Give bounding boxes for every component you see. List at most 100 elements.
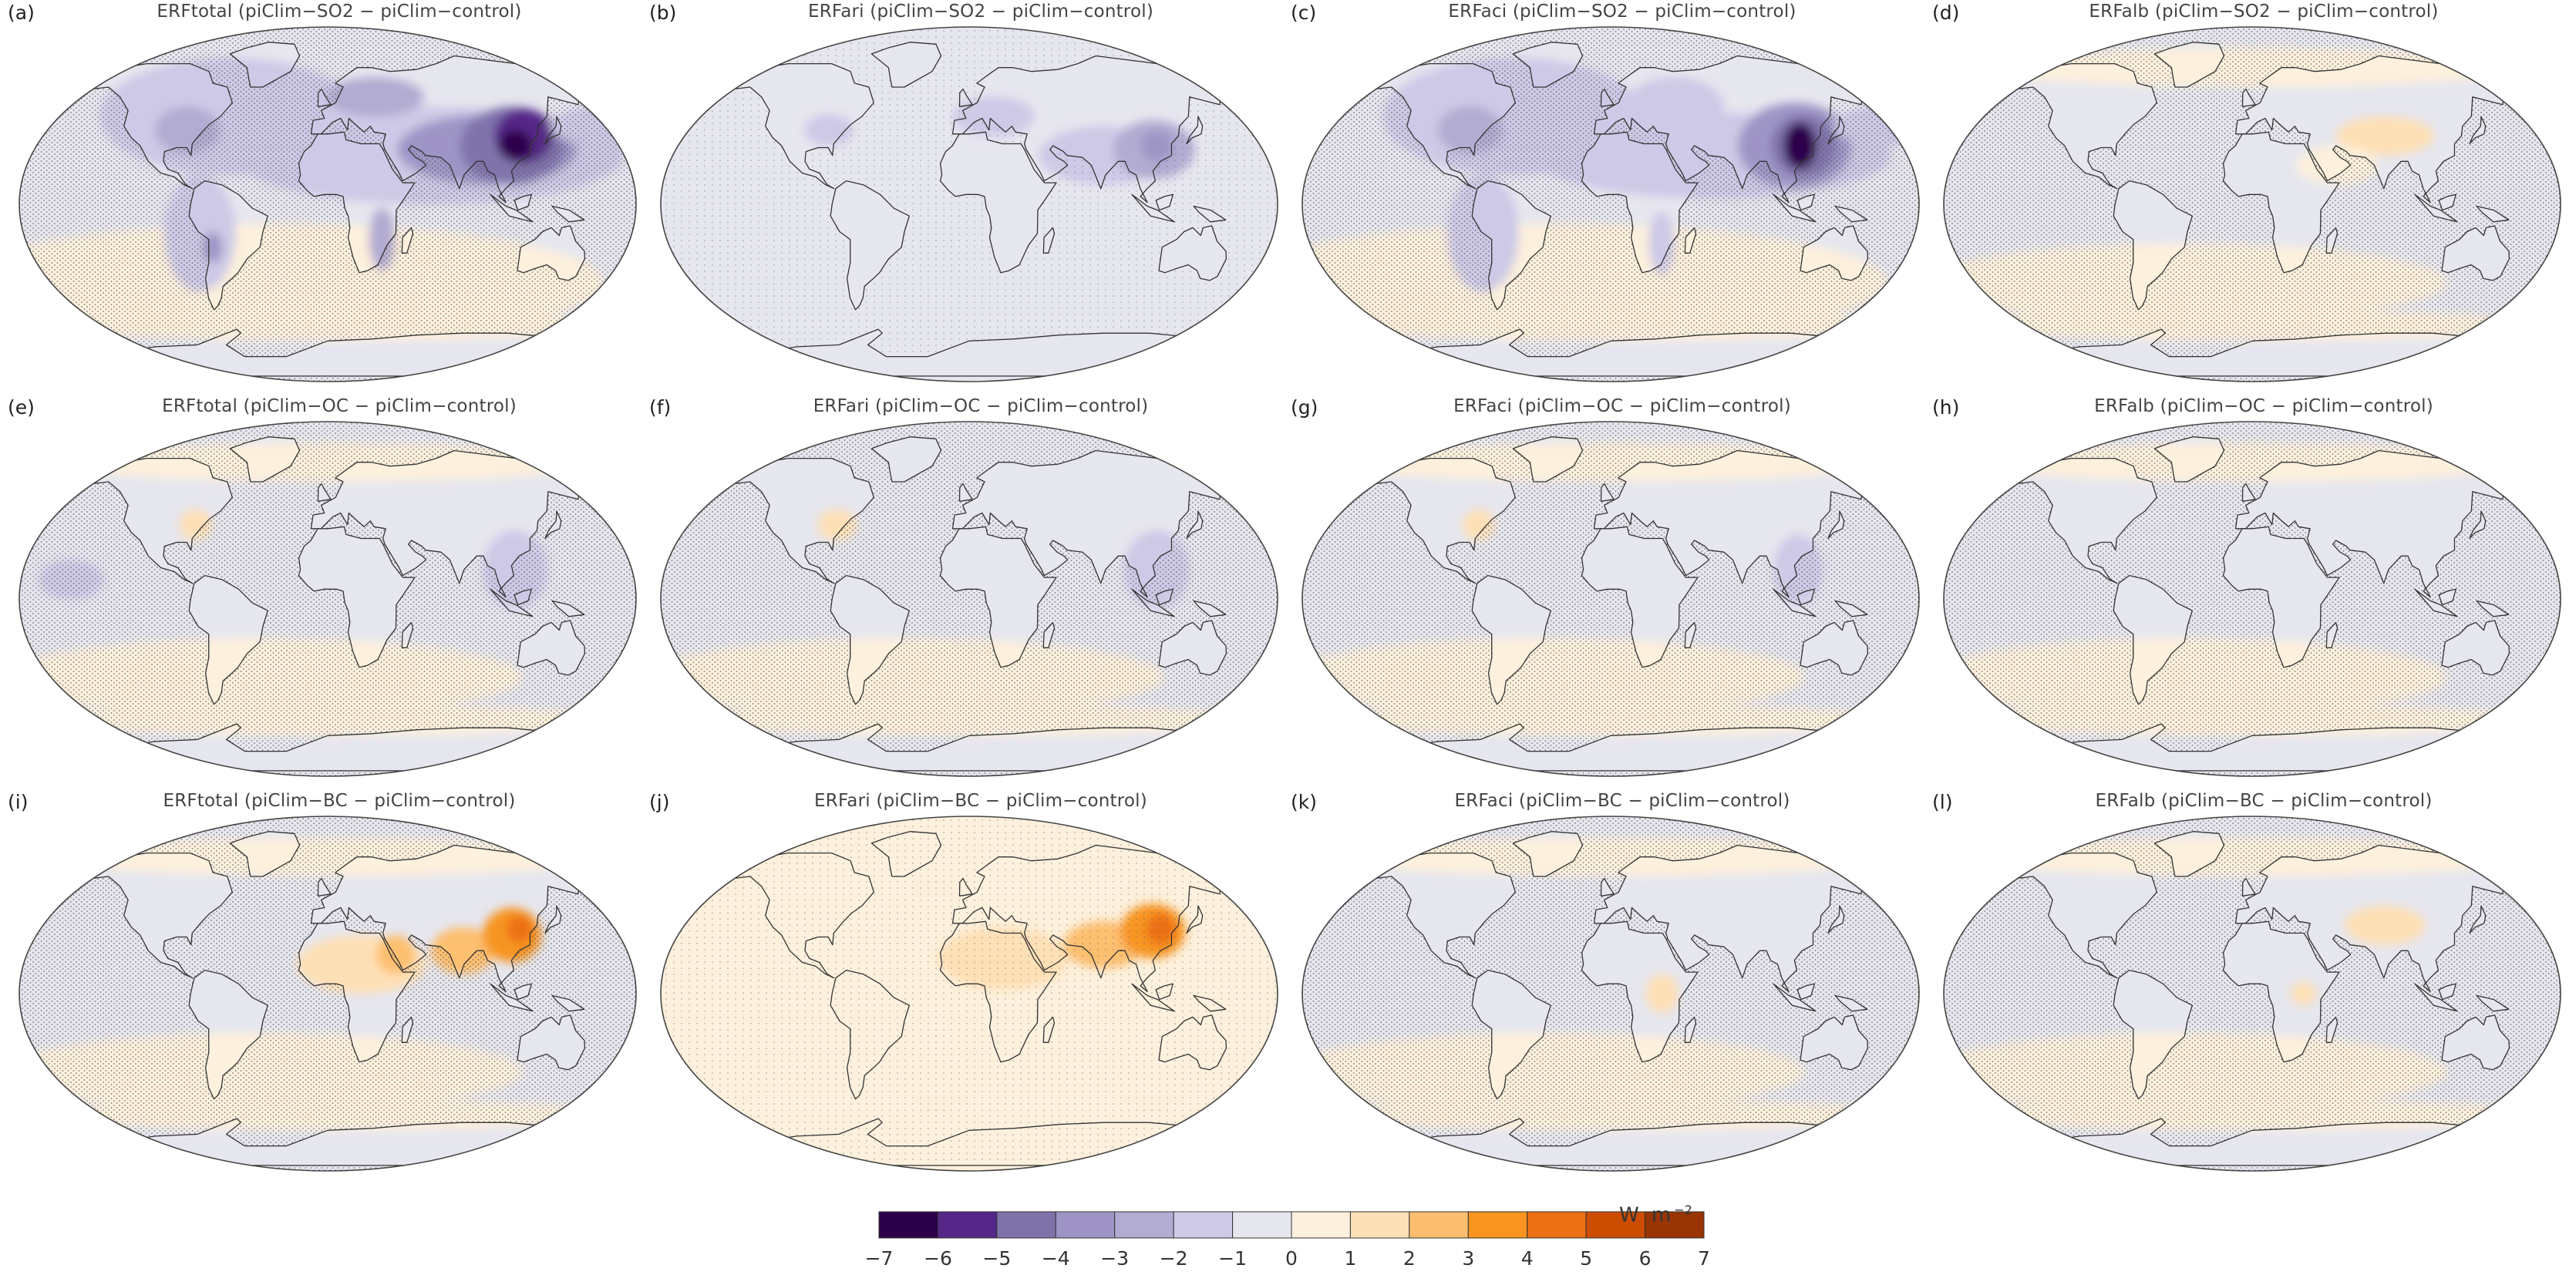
coastline-eurasia bbox=[951, 55, 1242, 204]
map-panel-k: (k) ERFaci (piClim−BC − piClim−control) bbox=[1291, 789, 1931, 1182]
coastline-africa bbox=[1581, 920, 1699, 1063]
coastlines bbox=[1992, 436, 2547, 772]
significance-stipple bbox=[1302, 422, 1919, 776]
map-border bbox=[1943, 421, 2561, 777]
map-border bbox=[19, 421, 637, 777]
map-panel-a: (a) ERFtotal (piClim−SO2 − piClim−control… bbox=[8, 0, 648, 393]
coastline-greenland bbox=[229, 436, 301, 483]
panel-letter: (h) bbox=[1932, 396, 1960, 419]
significance-stipple bbox=[19, 816, 636, 1171]
coastline-australia bbox=[2441, 1014, 2510, 1071]
coastline-uk bbox=[958, 877, 973, 896]
coastline-madagascar bbox=[401, 621, 414, 648]
world-map bbox=[19, 816, 637, 1172]
coastline-madagascar bbox=[401, 1016, 414, 1043]
coastline-borneo bbox=[1796, 983, 1815, 1001]
colorbar-bar bbox=[878, 1211, 1705, 1239]
coastline-newguinea bbox=[1834, 994, 1868, 1012]
coastline-africa bbox=[939, 131, 1057, 274]
coastline-greenland bbox=[1512, 831, 1584, 877]
coastline-samerica bbox=[830, 574, 910, 705]
significance-stipple bbox=[1302, 816, 1919, 1171]
panel-title: ERFaci (piClim−BC − piClim−control) bbox=[1454, 791, 1790, 811]
coastline-madagascar bbox=[2325, 1016, 2339, 1043]
coastline-australia bbox=[1158, 620, 1227, 676]
world-map bbox=[1301, 421, 1920, 777]
world-map bbox=[19, 421, 637, 777]
coastline-australia bbox=[1800, 620, 1869, 676]
coastlines bbox=[709, 436, 1264, 772]
coastline-samerica bbox=[1471, 574, 1551, 705]
coastline-japan bbox=[1827, 116, 1845, 145]
panel-title: ERFalb (piClim−SO2 − piClim−control) bbox=[2089, 2, 2439, 22]
coastline-indonesia bbox=[1773, 983, 1817, 1012]
colorbar-segment bbox=[1291, 1211, 1351, 1239]
significance-stipple bbox=[661, 422, 1278, 776]
coastline-namerica bbox=[1992, 852, 2157, 979]
coastline-uk bbox=[958, 483, 973, 502]
colorbar-segment bbox=[1055, 1211, 1116, 1239]
colorbar-tick-label: −2 bbox=[1159, 1247, 1188, 1270]
coastline-greenland bbox=[1512, 42, 1584, 88]
colorbar-tick-label: −4 bbox=[1041, 1247, 1070, 1270]
significance-stipple bbox=[661, 816, 1278, 1171]
panel-title: ERFari (piClim−SO2 − piClim−control) bbox=[808, 2, 1153, 22]
colorbar-segment bbox=[1467, 1211, 1528, 1239]
coastline-newguinea bbox=[551, 600, 585, 617]
coastline-madagascar bbox=[1042, 621, 1056, 648]
world-map bbox=[660, 421, 1278, 777]
coastline-borneo bbox=[1796, 588, 1815, 606]
coastline-greenland bbox=[870, 831, 942, 877]
coastline-madagascar bbox=[1684, 227, 1697, 254]
coastline-africa bbox=[298, 526, 416, 668]
coastline-africa bbox=[2222, 526, 2340, 668]
map-panel-e: (e) ERFtotal (piClim−OC − piClim−control) bbox=[8, 395, 648, 788]
colorbar-tick-label: 2 bbox=[1402, 1247, 1416, 1270]
world-map bbox=[1943, 26, 2561, 382]
coastline-australia bbox=[517, 225, 586, 281]
coastline-newguinea bbox=[2476, 600, 2510, 617]
map-panel-f: (f) ERFari (piClim−OC − piClim−control) bbox=[649, 395, 1289, 788]
coastline-australia bbox=[1800, 1014, 1869, 1071]
coastline-australia bbox=[1158, 1014, 1227, 1071]
coastline-japan bbox=[1186, 905, 1204, 934]
colorbar-tick-label: −5 bbox=[982, 1247, 1012, 1270]
panel-title: ERFaci (piClim−SO2 − piClim−control) bbox=[1448, 2, 1796, 22]
panel-title: ERFtotal (piClim−BC − piClim−control) bbox=[163, 791, 516, 811]
coastline-greenland bbox=[2153, 436, 2225, 483]
coastline-borneo bbox=[2438, 588, 2456, 606]
coastline-samerica bbox=[188, 969, 268, 1100]
colorbar-tick-label: 4 bbox=[1520, 1247, 1534, 1270]
coastline-indonesia bbox=[490, 193, 534, 223]
colorbar-segment bbox=[1585, 1211, 1646, 1239]
map-panel-i: (i) ERFtotal (piClim−BC − piClim−control) bbox=[8, 789, 648, 1182]
coastline-indonesia bbox=[1131, 983, 1175, 1012]
coastline-madagascar bbox=[1684, 1016, 1697, 1043]
coastline-namerica bbox=[1350, 852, 1516, 979]
coastline-newguinea bbox=[1834, 205, 1868, 223]
coastline-japan bbox=[1186, 510, 1204, 540]
coastline-africa bbox=[939, 526, 1057, 668]
coastline-australia bbox=[517, 620, 586, 676]
units-exponent: −2 bbox=[1674, 1203, 1692, 1217]
coastline-africa bbox=[2222, 920, 2340, 1063]
colorbar-tick-label: 0 bbox=[1285, 1247, 1298, 1270]
coastlines bbox=[1350, 436, 1905, 772]
coastline-japan bbox=[2469, 905, 2487, 934]
panel-letter: (a) bbox=[8, 2, 35, 24]
panel-letter: (j) bbox=[649, 791, 670, 813]
coastline-japan bbox=[1827, 905, 1845, 934]
coastline-japan bbox=[1827, 510, 1845, 540]
map-border bbox=[1301, 816, 1920, 1172]
map-border bbox=[660, 26, 1278, 382]
coastline-africa bbox=[939, 920, 1057, 1063]
coastline-uk bbox=[2241, 877, 2256, 896]
coastline-madagascar bbox=[401, 227, 414, 254]
coastline-australia bbox=[2441, 225, 2510, 281]
colorbar-segment bbox=[1173, 1211, 1234, 1239]
coastline-samerica bbox=[188, 574, 268, 705]
colorbar-tick-label: −1 bbox=[1218, 1247, 1247, 1270]
coastline-africa bbox=[1581, 526, 1699, 668]
coastline-africa bbox=[298, 131, 416, 274]
coastline-newguinea bbox=[1834, 600, 1868, 617]
